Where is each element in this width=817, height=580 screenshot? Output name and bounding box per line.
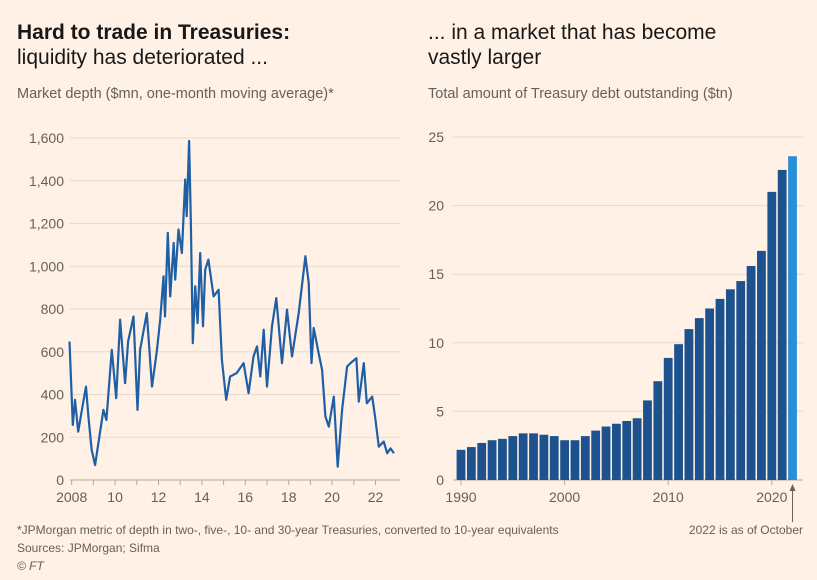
bar-2017 (736, 281, 746, 480)
bar-2016 (725, 289, 735, 480)
bar-2003 (591, 430, 601, 480)
bar-2000 (560, 440, 569, 480)
right-y-tick-label: 25 (428, 129, 444, 145)
left-x-tick-label: 16 (238, 489, 254, 505)
bar-2009 (653, 381, 663, 480)
ft-credit: © FT (17, 559, 44, 573)
right-x-tick-label: 2000 (549, 489, 580, 505)
bar-1998 (539, 434, 549, 480)
left-y-tick-label: 0 (56, 472, 64, 488)
right-y-tick-label: 0 (436, 472, 444, 488)
footnote: *JPMorgan metric of depth in two-, five-… (17, 523, 559, 537)
left-y-tick-label: 600 (41, 344, 65, 360)
bar-1995 (508, 436, 518, 480)
bar-2002 (580, 436, 590, 480)
right-y-tick-label: 15 (428, 266, 444, 282)
bar-2005 (612, 423, 621, 480)
bar-1997 (529, 433, 538, 480)
right-y-tick-label: 5 (436, 403, 444, 419)
right-x-tick-label: 2010 (653, 489, 684, 505)
sources: Sources: JPMorgan; Sifma (17, 541, 160, 555)
left-title-bold: Hard to trade in Treasuries: (17, 21, 291, 44)
bar-1999 (549, 436, 559, 480)
left-y-tick-label: 200 (41, 429, 65, 445)
left-y-tick-label: 1,000 (29, 258, 64, 274)
bar-2011 (674, 344, 683, 480)
right-y-tick-label: 10 (428, 335, 444, 351)
left-subtitle: Market depth ($mn, one-month moving aver… (17, 86, 334, 102)
bar-2010 (663, 357, 673, 480)
left-y-tick-label: 1,400 (29, 173, 64, 189)
right-chart-title: ... in a market that has become vastly l… (428, 20, 716, 70)
bar-2014 (705, 308, 715, 480)
bar-1994 (498, 438, 507, 480)
left-x-tick-label: 20 (324, 489, 340, 505)
bar-1996 (518, 433, 528, 480)
right-x-tick-label: 1990 (445, 489, 476, 505)
left-title-rest: liquidity has deteriorated ... (17, 46, 268, 69)
right-title-line2: vastly larger (428, 46, 542, 69)
left-x-tick-label: 12 (151, 489, 167, 505)
right-y-tick-label: 20 (428, 198, 444, 214)
bar-2012 (684, 329, 694, 480)
left-chart-title: Hard to trade in Treasuries: liquidity h… (17, 20, 290, 70)
bar-2001 (570, 440, 580, 480)
left-y-tick-label: 800 (41, 301, 65, 317)
left-x-tick-label: 10 (107, 489, 123, 505)
left-x-tick-label: 14 (194, 489, 210, 505)
right-x-tick-label: 2020 (756, 489, 787, 505)
left-x-tick-label: 22 (368, 489, 384, 505)
bar-2013 (694, 318, 704, 480)
right-subtitle: Total amount of Treasury debt outstandin… (428, 86, 733, 102)
bar-2022 (788, 156, 797, 480)
bar-1991 (466, 447, 476, 480)
left-y-tick-label: 1,600 (29, 130, 64, 146)
bar-2018 (746, 265, 756, 480)
bar-1992 (477, 442, 487, 480)
bar-2008 (643, 400, 652, 480)
bar-2020 (767, 191, 777, 480)
bar-1990 (456, 449, 466, 480)
bar-2019 (757, 250, 766, 480)
right-title-line1: ... in a market that has become (428, 21, 717, 44)
bar-1993 (487, 440, 497, 480)
annotation-2022: 2022 is as of October (688, 523, 803, 537)
annotation-arrow-head-icon (789, 484, 796, 491)
market-depth-line (68, 139, 395, 468)
left-x-tick-label: 18 (281, 489, 297, 505)
left-y-tick-label: 1,200 (29, 216, 64, 232)
bar-2006 (622, 421, 632, 480)
bar-2007 (632, 418, 642, 480)
left-x-tick-label: 2008 (56, 489, 87, 505)
left-y-tick-label: 400 (41, 387, 65, 403)
bar-2004 (601, 426, 611, 480)
bar-2021 (777, 169, 787, 481)
bar-2015 (715, 298, 725, 480)
